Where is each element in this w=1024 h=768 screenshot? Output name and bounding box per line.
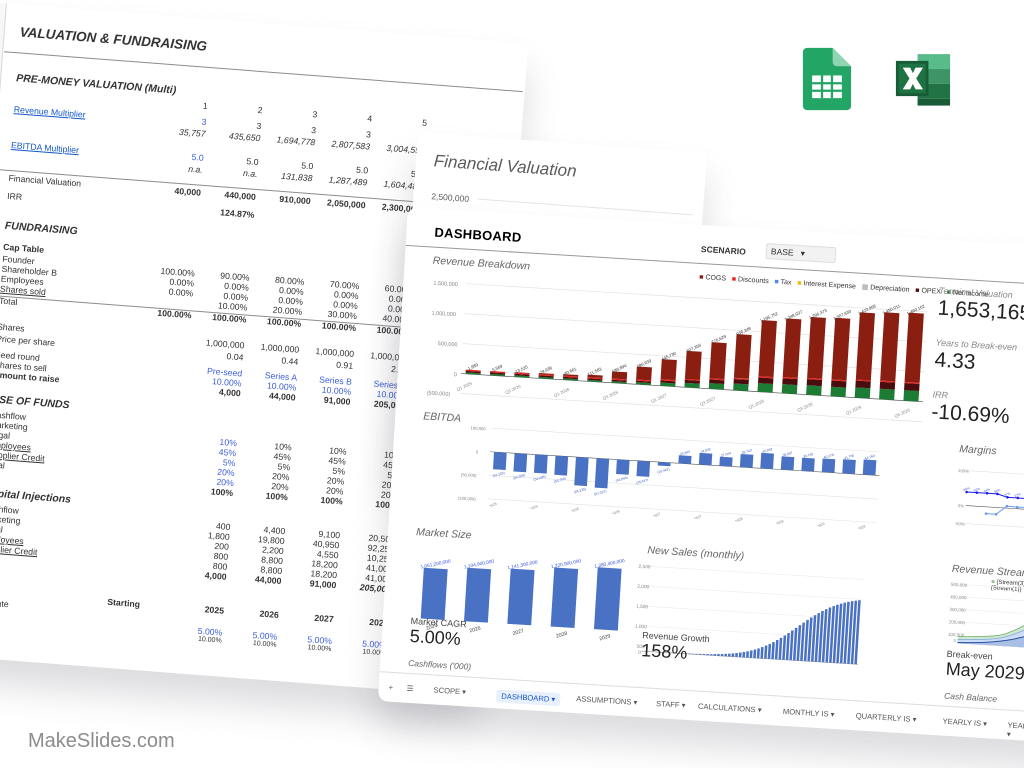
svg-text:2026: 2026	[469, 625, 482, 634]
svg-text:2028: 2028	[555, 631, 568, 640]
svg-text:Q3 2026: Q3 2026	[602, 389, 620, 401]
svg-text:1,500,000: 1,500,000	[433, 281, 458, 288]
svg-text:Q3 2027: Q3 2027	[688, 514, 702, 523]
svg-text:0%: 0%	[958, 503, 965, 508]
svg-text:38,743: 38,743	[741, 448, 752, 455]
svg-text:Q1 2025: Q1 2025	[483, 502, 497, 511]
svg-text:(45,647): (45,647)	[636, 478, 649, 485]
svg-text:38,887: 38,887	[782, 451, 793, 458]
svg-text:(10,342): (10,342)	[657, 467, 670, 474]
svg-text:2027: 2027	[512, 628, 525, 637]
svg-text:300,000: 300,000	[949, 607, 966, 613]
svg-text:Q1 2028: Q1 2028	[729, 517, 743, 526]
svg-text:100%: 100%	[958, 468, 969, 474]
svg-text:34%: 34%	[983, 487, 991, 493]
svg-text:Q1 2028: Q1 2028	[748, 398, 766, 410]
svg-text:5,569: 5,569	[491, 363, 503, 372]
svg-text:(87,327): (87,327)	[594, 489, 607, 496]
svg-text:2,000: 2,000	[637, 584, 650, 591]
svg-text:Q3 2025: Q3 2025	[524, 504, 538, 513]
svg-text:Q3 2029: Q3 2029	[894, 407, 912, 419]
svg-text:Q3 2026: Q3 2026	[606, 509, 620, 518]
svg-text:100,000: 100,000	[470, 425, 486, 431]
svg-text:27,044: 27,044	[721, 451, 732, 458]
svg-text:41,700: 41,700	[844, 454, 855, 461]
svg-text:Q3 2027: Q3 2027	[699, 395, 717, 407]
svg-text:(56,750): (56,750)	[553, 476, 566, 483]
svg-text:Q3 2028: Q3 2028	[770, 519, 784, 528]
svg-text:Q1 2029: Q1 2029	[811, 522, 825, 531]
svg-text:40,278: 40,278	[823, 453, 834, 460]
svg-text:2029: 2029	[599, 633, 612, 642]
svg-text:Q1 2029: Q1 2029	[845, 404, 863, 416]
svg-text:27%: 27%	[1004, 491, 1012, 497]
svg-text:Q1 2025: Q1 2025	[456, 380, 474, 392]
svg-text:(54,356): (54,356)	[513, 473, 526, 480]
svg-text:Q3 2029: Q3 2029	[852, 524, 866, 532]
svg-text:0: 0	[454, 372, 457, 378]
svg-text:(100,000): (100,000)	[458, 496, 477, 502]
svg-text:1,500: 1,500	[636, 604, 649, 611]
svg-text:500,000: 500,000	[438, 341, 458, 348]
svg-text:-50%: -50%	[955, 521, 965, 527]
svg-text:23,844: 23,844	[680, 450, 691, 457]
svg-text:27%: 27%	[1014, 492, 1022, 498]
svg-text:Q1 2026: Q1 2026	[565, 507, 579, 516]
svg-text:Q1 2026: Q1 2026	[553, 386, 571, 398]
svg-text:400,000: 400,000	[950, 594, 967, 600]
svg-text:500,000: 500,000	[951, 582, 968, 588]
svg-text:2,500: 2,500	[638, 564, 651, 571]
svg-text:44,760: 44,760	[864, 454, 875, 461]
svg-text:Q3 2025: Q3 2025	[504, 383, 522, 395]
svg-text:45,892: 45,892	[762, 447, 773, 454]
svg-text:0: 0	[476, 449, 479, 454]
svg-text:1,000,000: 1,000,000	[431, 311, 456, 318]
svg-text:Q1 2027: Q1 2027	[650, 392, 668, 404]
svg-text:34,833: 34,833	[700, 447, 711, 454]
svg-text:(50,000): (50,000)	[461, 472, 478, 478]
svg-text:(54,486): (54,486)	[533, 474, 546, 481]
svg-text:(43,096): (43,096)	[615, 476, 628, 483]
svg-text:(84,235): (84,235)	[573, 487, 586, 494]
svg-text:34%: 34%	[963, 486, 971, 492]
svg-text:0: 0	[953, 638, 956, 643]
svg-text:38,740: 38,740	[803, 452, 814, 459]
svg-text:Q1 2027: Q1 2027	[647, 512, 661, 521]
svg-text:Q3 2028: Q3 2028	[796, 401, 814, 413]
svg-text:(51,165): (51,165)	[492, 471, 505, 478]
svg-text:34%: 34%	[973, 487, 981, 493]
svg-text:1,989: 1,989	[467, 362, 479, 371]
svg-text:34%: 34%	[993, 488, 1001, 494]
svg-text:(500,000): (500,000)	[426, 390, 450, 397]
svg-text:200,000: 200,000	[949, 619, 966, 625]
